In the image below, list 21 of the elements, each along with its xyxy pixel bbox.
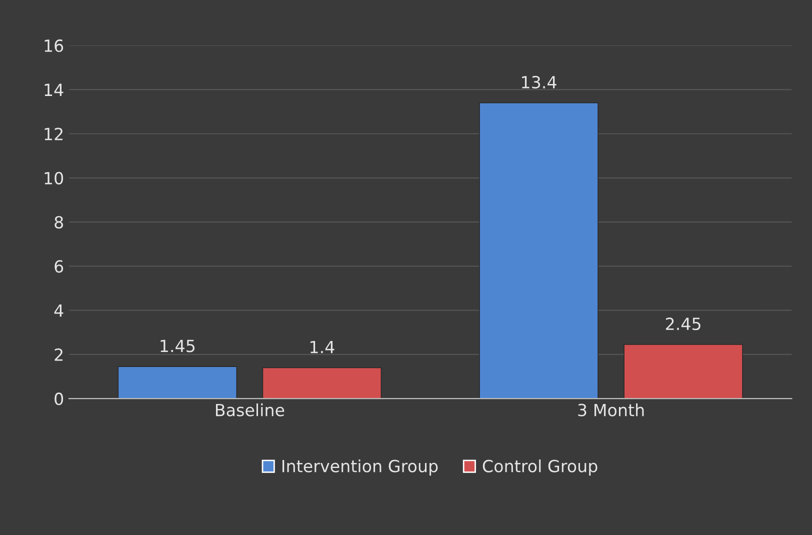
- y-tick-label: 2: [54, 348, 62, 361]
- legend-label: Control Group: [482, 459, 598, 476]
- y-tick-label: 10: [44, 172, 64, 184]
- y-tick-label: 0: [54, 392, 64, 406]
- bar: [479, 102, 598, 399]
- y-tick-label: 4: [54, 304, 64, 317]
- data-label: 1.4: [310, 340, 334, 354]
- legend-label: Intervention Group: [282, 459, 438, 476]
- bar: [624, 344, 743, 399]
- y-tick-label: 8: [54, 216, 64, 229]
- y-tick-label: 12: [44, 128, 62, 140]
- x-tick-label: 3 Month: [578, 403, 644, 416]
- y-tick-label: 16: [44, 39, 64, 52]
- y-tick-label: 6: [54, 260, 64, 273]
- data-label: 1.45: [160, 340, 195, 352]
- bar: [262, 367, 382, 399]
- y-tick-label: 14: [44, 84, 64, 96]
- data-label: 13.4: [522, 76, 556, 89]
- bar: [118, 366, 238, 399]
- x-tick-label: Baseline: [216, 403, 284, 416]
- data-label: 2.45: [666, 318, 700, 330]
